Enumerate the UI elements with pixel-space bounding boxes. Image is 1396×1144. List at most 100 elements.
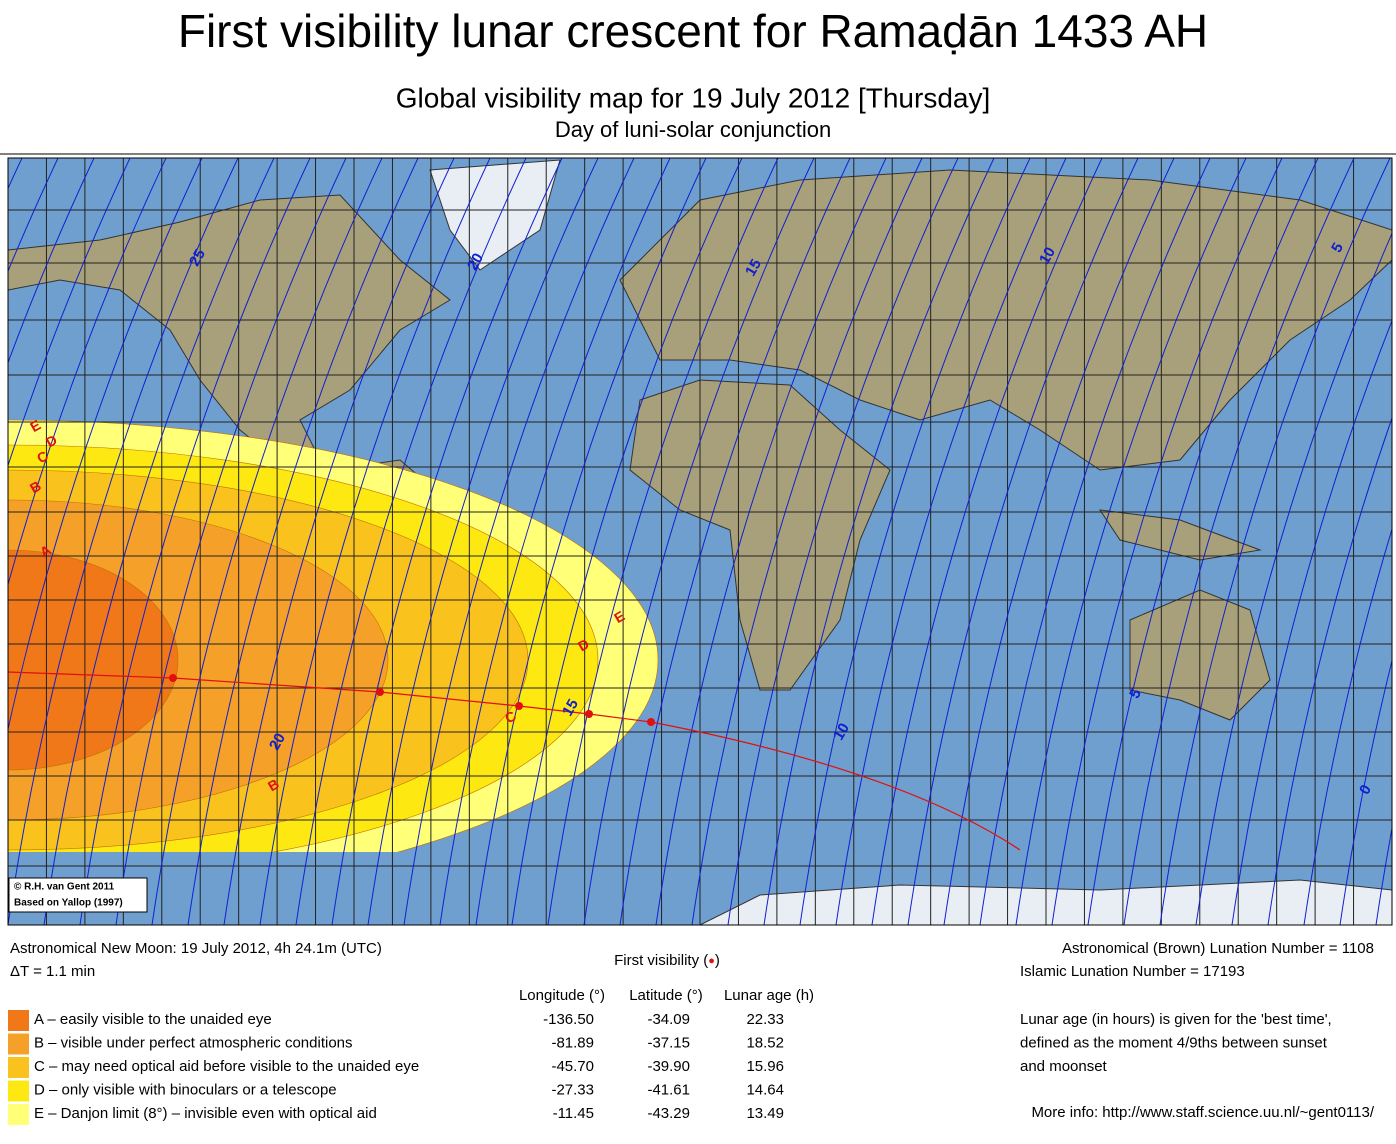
legend-swatch [8, 1010, 29, 1031]
title: First visibility lunar crescent for Rama… [178, 5, 1208, 57]
contour-line [511, 158, 743, 925]
table-cell: -41.61 [647, 1081, 690, 1098]
contour-line [1015, 158, 1247, 925]
legend-swatch [8, 1033, 29, 1055]
contour-label: 10 [830, 720, 853, 743]
credit: Based on Yallop (1997) [14, 898, 123, 909]
contour-label: 15 [559, 696, 582, 719]
note: defined as the moment 4/9ths between sun… [1020, 1034, 1328, 1051]
contour-line [8, 158, 167, 587]
note: and moonset [1020, 1058, 1108, 1075]
credit: © R.H. van Gent 2011 [14, 882, 115, 893]
table-cell: -81.89 [551, 1034, 594, 1051]
table-cell: 14.64 [746, 1081, 784, 1098]
legend-label: B – visible under perfect atmospheric co… [34, 1034, 353, 1051]
table-cell: -43.29 [647, 1105, 690, 1122]
contour-line [1231, 319, 1392, 925]
table-cell: -136.50 [543, 1011, 594, 1028]
info: ΔT = 1.1 min [10, 963, 95, 980]
contour-line [295, 158, 527, 925]
contour-line [655, 158, 887, 925]
contour-line [187, 158, 419, 925]
subtitle: Global visibility map for 19 July 2012 [… [396, 82, 991, 113]
contour-line [547, 158, 779, 925]
contour-line [79, 158, 311, 925]
table-cell: -39.90 [647, 1058, 690, 1075]
more-info: More info: http://www.staff.science.uu.n… [1031, 1104, 1374, 1121]
contour-line [763, 158, 995, 925]
legend-swatch [8, 1104, 29, 1125]
contour-line [1051, 158, 1283, 925]
contour-line [1339, 658, 1392, 925]
legend-label: C – may need optical aid before visible … [34, 1058, 419, 1075]
info: Astronomical New Moon: 19 July 2012, 4h … [10, 940, 382, 957]
info: Islamic Lunation Number = 17193 [1020, 963, 1245, 980]
contour-label: 10 [1036, 244, 1059, 267]
visibility-zone [8, 549, 179, 771]
contour-line [1087, 158, 1319, 925]
heading-part: First visibility ( [614, 952, 708, 969]
table-cell: -27.33 [551, 1081, 594, 1098]
column-header: Latitude (°) [629, 987, 703, 1004]
contour-label: 15 [742, 256, 765, 279]
contour-line [151, 158, 383, 925]
table-cell: -37.15 [647, 1034, 690, 1051]
table-cell: 13.49 [746, 1105, 784, 1122]
contour-label: 25 [186, 246, 209, 269]
contour-line [1195, 232, 1392, 925]
legend-label: D – only visible with binoculars or a te… [34, 1081, 337, 1098]
table-cell: -34.09 [647, 1011, 690, 1028]
credit-box [8, 877, 148, 913]
legend-swatch [8, 1080, 29, 1102]
contour-line [8, 158, 203, 732]
best-time-track [8, 671, 1021, 851]
contour-line [871, 158, 1103, 925]
visibility-points [169, 674, 655, 726]
contours [8, 158, 1392, 925]
contour-line [1123, 158, 1355, 925]
note: Lunar age (in hours) is given for the 'b… [1020, 1011, 1332, 1028]
contour-line [8, 158, 95, 365]
contour-label: 20 [464, 250, 487, 273]
contour-line [979, 158, 1211, 925]
contour-line [8, 158, 131, 468]
first-visibility-heading: First visibility (●) [614, 952, 720, 969]
heading-part: ● [708, 955, 715, 967]
table-cell: 18.52 [746, 1034, 784, 1051]
contour-line [367, 158, 599, 925]
contour-line [8, 158, 239, 925]
info: Astronomical (Brown) Lunation Number = 1… [1062, 940, 1374, 957]
contour-line [1267, 416, 1392, 925]
column-header: Longitude (°) [519, 987, 605, 1004]
map-frame [7, 157, 1393, 926]
column-header: Lunar age (h) [724, 987, 814, 1004]
contour-line [403, 158, 635, 925]
contour-label: 20 [266, 730, 289, 753]
legend-swatch [8, 1057, 29, 1078]
contour-line [8, 158, 59, 273]
table-cell: -45.70 [551, 1058, 594, 1075]
contour-line [115, 158, 347, 925]
table-cell: 15.96 [746, 1058, 784, 1075]
contour-line [259, 158, 491, 925]
contour-line [943, 158, 1175, 925]
table-cell: -11.45 [553, 1105, 594, 1122]
contour-line [907, 158, 1139, 925]
legend: Astronomical New Moon: 19 July 2012, 4h … [8, 940, 1375, 1125]
contour-line [331, 158, 563, 925]
caption: Day of luni-solar conjunction [555, 117, 831, 142]
table-cell: 22.33 [746, 1011, 784, 1028]
contour-line [835, 158, 1067, 925]
contour-line [727, 158, 959, 925]
contour-line [439, 158, 671, 925]
contour-line [583, 158, 815, 925]
legend-label: E – Danjon limit (8°) – invisible even w… [34, 1105, 377, 1122]
legend-label: A – easily visible to the unaided eye [34, 1011, 272, 1028]
contour-line [43, 158, 275, 925]
contour-line [1159, 158, 1391, 925]
contour-line [475, 158, 707, 925]
contour-line [799, 158, 1031, 925]
contour-line [223, 158, 455, 925]
